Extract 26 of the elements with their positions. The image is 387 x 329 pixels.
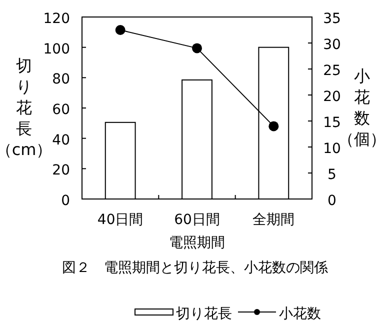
y-tick-label: 120 [43, 11, 70, 27]
y2-tick-label: 0 [328, 193, 336, 209]
y-tick-label: 40 [52, 132, 70, 148]
legend-label: 小花数 [279, 306, 321, 322]
x-axis-title: 電照期間 [169, 235, 225, 251]
y2-tick-label: 15 [323, 115, 341, 131]
x-tick-label: 全期間 [252, 212, 295, 228]
caption: 図２ 電照期間と切り花長、小花数の関係 [62, 260, 328, 276]
point [192, 43, 202, 54]
y-axis-title: 切り花長（cm） [0, 56, 52, 159]
y2-tick-label: 20 [323, 89, 341, 105]
y2-tick-label: 30 [323, 37, 341, 53]
y-tick-label: 60 [52, 102, 70, 118]
point [115, 25, 126, 35]
x-tick-label: 40日間 [97, 212, 144, 228]
legend-label: 切り花長 [176, 306, 232, 322]
y2-tick-label: 25 [323, 63, 341, 79]
y-tick-label: 0 [61, 193, 70, 209]
point [268, 121, 279, 132]
y2-tick-label: 5 [328, 167, 336, 183]
y-tick-label: 80 [52, 72, 70, 88]
y-tick-label: 20 [52, 162, 70, 179]
x-tick-label: 60日間 [174, 212, 220, 228]
y2-tick-label: 10 [323, 141, 341, 157]
y-tick-label: 100 [43, 41, 70, 58]
y2-tick-label: 35 [323, 11, 341, 27]
